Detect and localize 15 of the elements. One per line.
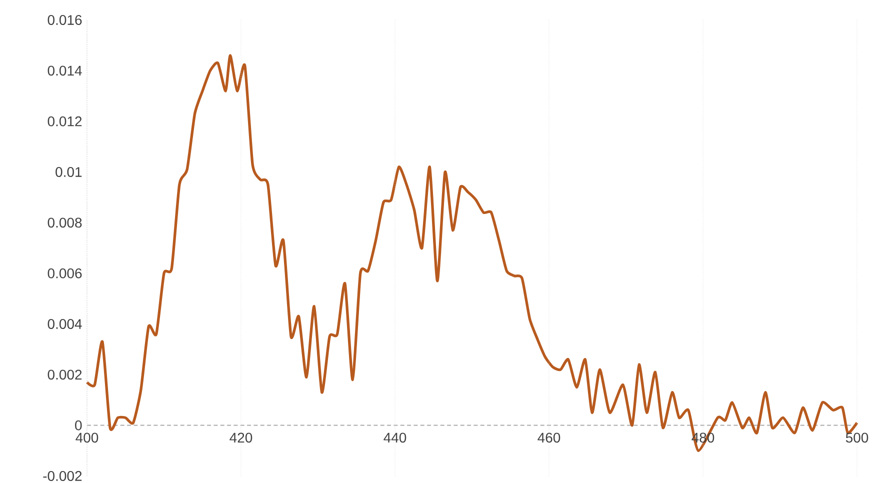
y-tick-label: 0.016: [48, 15, 82, 25]
y-tick-label: 0.01: [56, 167, 82, 177]
y-tick-label: -0.002: [43, 471, 82, 481]
x-tick-label: 420: [230, 432, 252, 443]
x-tick-label: 440: [384, 432, 406, 443]
y-tick-label: 0.012: [48, 116, 82, 126]
y-tick-label: 0: [75, 420, 82, 430]
y-tick-label: 0.002: [48, 370, 82, 380]
x-tick-label: 500: [846, 432, 868, 443]
y-tick-label: 0.008: [48, 218, 82, 228]
y-tick-label: 0.006: [48, 268, 82, 278]
y-tick-label: 0.014: [48, 66, 82, 76]
x-tick-label: 460: [538, 432, 560, 443]
x-tick-label: 400: [76, 432, 98, 443]
y-tick-label: 0.004: [48, 319, 82, 329]
